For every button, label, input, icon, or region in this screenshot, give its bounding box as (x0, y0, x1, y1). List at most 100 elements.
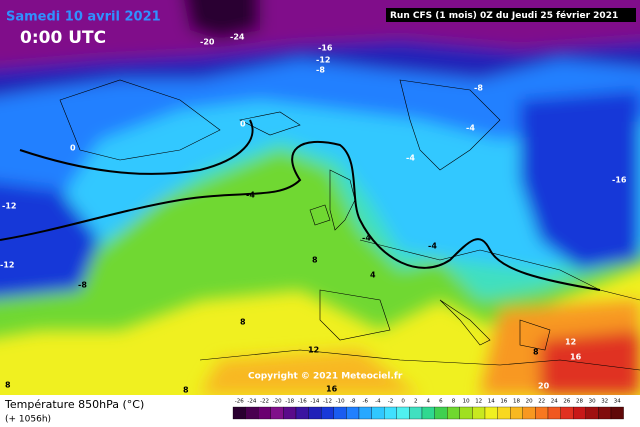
scale-label: -4 (375, 399, 381, 405)
scale-swatch (245, 406, 259, 420)
scale-label: 14 (488, 399, 495, 405)
contour-label: -16 (318, 44, 333, 53)
scale-label: -10 (336, 399, 345, 405)
zero-isotherm (0, 119, 601, 291)
scale-label: 18 (513, 399, 520, 405)
contour-label: 12 (308, 346, 319, 355)
scale-label: 8 (452, 399, 456, 405)
contour-label: 0 (240, 120, 246, 129)
scale-swatch (283, 406, 297, 420)
scale-label: -12 (323, 399, 332, 405)
parameter: Température 850hPa (°C) (4, 398, 144, 411)
scale-swatch (472, 406, 486, 420)
scale-label: 12 (475, 399, 482, 405)
scale-swatch (535, 406, 549, 420)
contour-label: -4 (428, 242, 437, 251)
scale-label: 24 (551, 399, 558, 405)
contour-label: 0 (70, 144, 76, 153)
scale-label: 2 (414, 399, 418, 405)
scale-swatch (547, 406, 561, 420)
contour-label: 4 (370, 271, 376, 280)
scale-label: 10 (463, 399, 470, 405)
contour-label: -8 (316, 66, 325, 75)
scale-label: 34 (614, 399, 621, 405)
contour-label: -8 (474, 84, 483, 93)
scale-swatch (358, 406, 372, 420)
contour-label: -16 (612, 176, 627, 185)
contour-label: -4 (362, 234, 371, 243)
color-scale: -26 -24 -22 -20 -18 -16 -14 -12 -10 -8 -6 -4 -2 0 2 4 6 8… (232, 399, 624, 420)
scale-label: -22 (260, 399, 269, 405)
scale-swatch (598, 406, 612, 420)
scale-swatch (396, 406, 410, 420)
contour-label: -8 (78, 281, 87, 290)
scale-label: 26 (563, 399, 570, 405)
contour-label: -4 (406, 154, 415, 163)
run-box (386, 8, 636, 22)
contour-label: -12 (316, 56, 330, 65)
contour-label: -12 (0, 261, 14, 270)
contour-label: 16 (326, 385, 338, 394)
contour-label: 16 (570, 353, 582, 362)
scale-swatch (333, 406, 347, 420)
scale-label: 6 (439, 399, 443, 405)
scale-swatch (573, 406, 586, 420)
scale-label: 28 (576, 399, 583, 405)
coastlines (59, 79, 640, 371)
scale-label: 0 (401, 399, 405, 405)
scale-swatch (409, 406, 423, 420)
contour-labels: -24 -20 -16 -12 -8 -8 0 -4 0 -4 -4 -16 -… (0, 33, 627, 395)
scale-label: -16 (298, 399, 307, 405)
scale-swatch (346, 406, 360, 420)
scale-label: -26 (235, 399, 244, 405)
scale-label: 4 (427, 399, 431, 405)
scale-swatch (308, 406, 322, 420)
scale-label: 30 (589, 399, 596, 405)
scale-swatch (258, 406, 271, 420)
scale-swatch (384, 406, 397, 420)
scale-swatch (484, 406, 498, 420)
scale-label: 20 (526, 399, 533, 405)
scale-swatch (560, 406, 574, 420)
scale-swatch (421, 406, 435, 420)
scale-swatch (270, 406, 284, 420)
scale-label: 22 (538, 399, 545, 405)
lead-time: (+ 1056h) (5, 415, 51, 425)
scale-label: 16 (500, 399, 507, 405)
scale-swatch (610, 406, 624, 420)
date: Samedi 10 avril 2021 (6, 10, 161, 25)
scale-swatch (371, 406, 385, 420)
scale-swatch (522, 406, 536, 420)
contour-label: -4 (246, 191, 255, 200)
contour-label: -20 (200, 38, 215, 47)
run-info: Run CFS (1 mois) 0Z du Jeudi 25 février … (390, 10, 618, 21)
scale-label: -24 (247, 399, 256, 405)
contour-label: 8 (5, 381, 11, 390)
scale-swatch (321, 406, 334, 420)
scale-swatch (585, 406, 599, 420)
contour-label: 12 (565, 338, 576, 347)
copyright: Copyright © 2021 Meteociel.fr (248, 372, 403, 382)
scale-swatch (295, 406, 309, 420)
scale-swatch (510, 406, 523, 420)
scale-label: -14 (310, 399, 319, 405)
scale-label: 32 (601, 399, 608, 405)
scale-label: -20 (273, 399, 282, 405)
contour-label: -12 (2, 202, 16, 211)
scale-label: -8 (350, 399, 356, 405)
contour-label: 8 (240, 318, 246, 327)
scale-label: -2 (388, 399, 393, 405)
contour-label: 8 (183, 386, 189, 395)
contour-label: -24 (230, 33, 245, 42)
contour-label: 8 (533, 348, 539, 357)
scale-swatch (447, 406, 460, 420)
scale-label: -6 (363, 399, 369, 405)
time: 0:00 UTC (20, 28, 106, 48)
contour-label: -4 (466, 124, 475, 133)
contour-label: 20 (538, 382, 550, 391)
scale-label: -18 (285, 399, 294, 405)
contour-label: 8 (312, 256, 318, 265)
scale-swatch (459, 406, 473, 420)
